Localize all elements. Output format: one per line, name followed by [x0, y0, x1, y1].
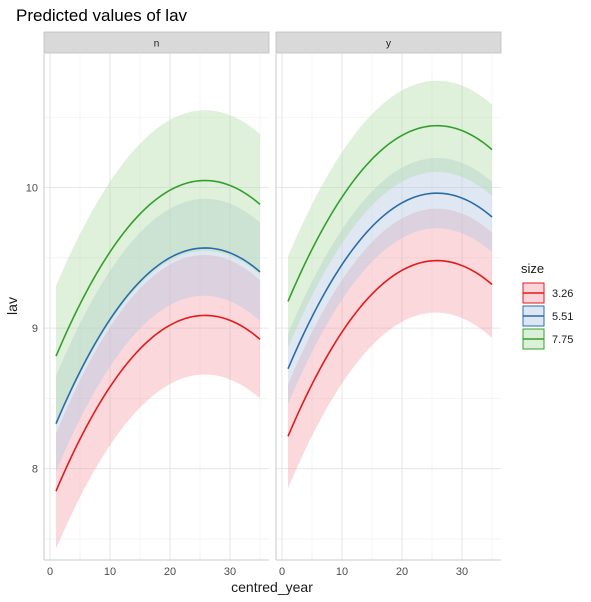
ci-band-y-7_75 — [288, 80, 492, 348]
facet-label-y: y — [386, 39, 391, 50]
x-tick-label: 20 — [396, 566, 408, 578]
x-tick-label: 20 — [164, 566, 176, 578]
ci-band-y-5_51 — [288, 158, 492, 404]
series-line-y-5_51 — [287, 192, 493, 370]
series-line-n-5_51 — [55, 247, 261, 424]
legend-label-7_75: 7.75 — [552, 334, 573, 346]
legend-label-3_26: 3.26 — [552, 288, 573, 300]
facet-label-n: n — [154, 39, 160, 50]
ci-band-n-3_26 — [56, 254, 260, 549]
y-tick-label: 10 — [26, 183, 38, 195]
series-line-y-7_75 — [287, 124, 493, 302]
ci-band-y-3_26 — [288, 208, 492, 489]
facet-strip-y — [275, 31, 502, 54]
legend: 3.26 5.51 7.75 — [522, 282, 573, 350]
y-tick-label: 9 — [32, 323, 38, 335]
x-tick-label: 30 — [456, 566, 468, 578]
series-line-n-7_75 — [55, 179, 261, 357]
y-tick-label: 8 — [32, 464, 38, 476]
facet-panel-n: 0 10 20 30 8 9 10 — [26, 54, 269, 578]
x-tick-label: 30 — [224, 566, 236, 578]
legend-title: size — [521, 261, 544, 276]
facet-panel-y: 0 10 20 30 — [275, 54, 501, 578]
chart-title: Predicted values of lav — [16, 6, 188, 25]
x-tick-label: 0 — [279, 566, 285, 578]
facet-strip-n — [43, 31, 270, 54]
ci-band-n-7_75 — [56, 110, 260, 427]
series-line-n-3_26 — [55, 314, 261, 492]
x-tick-label: 10 — [336, 566, 348, 578]
series-line-y-3_26 — [287, 259, 493, 437]
y-axis-title: lav — [4, 297, 20, 315]
legend-label-5_51: 5.51 — [552, 311, 573, 323]
ci-band-n-5_51 — [56, 198, 260, 472]
x-axis-title: centred_year — [231, 579, 313, 595]
x-tick-label: 0 — [47, 566, 53, 578]
x-tick-label: 10 — [104, 566, 116, 578]
